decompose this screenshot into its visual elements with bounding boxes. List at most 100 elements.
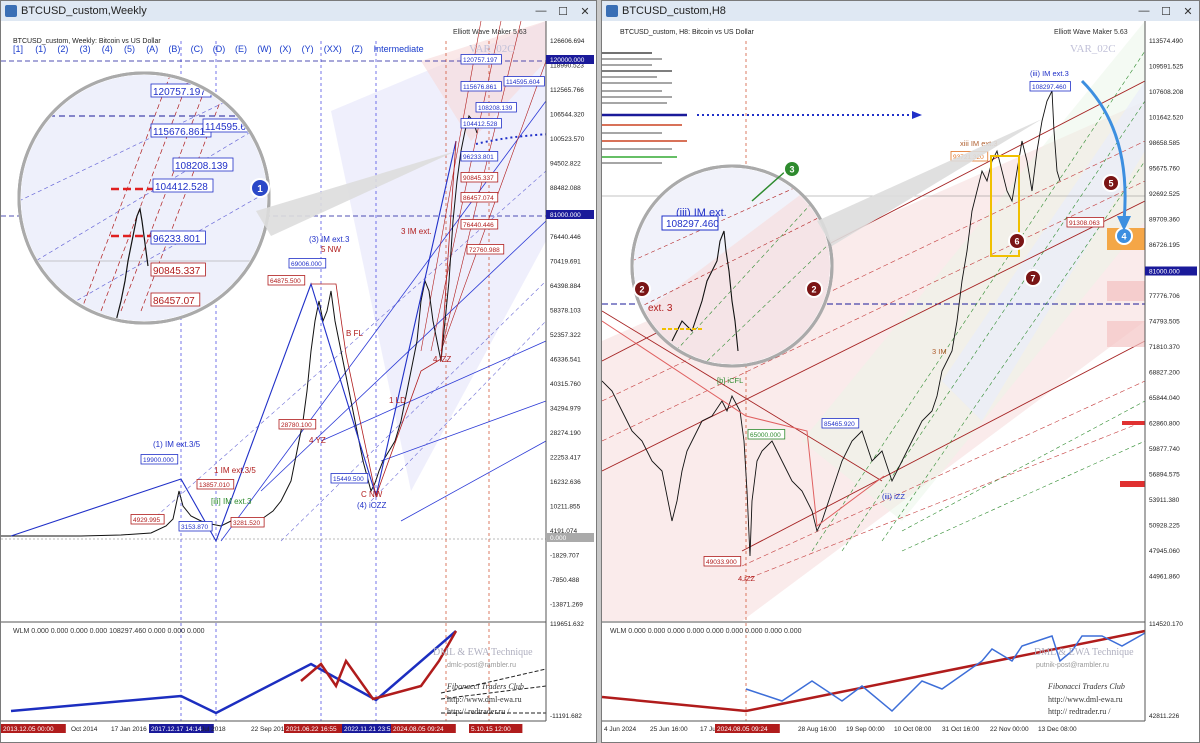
maximize-button[interactable]: ☐ (558, 5, 568, 18)
price-axis-label: 4191.074 (550, 528, 577, 535)
h8-chart-window[interactable]: BTCUSD_custom,H8 — ☐ ✕ (601, 0, 1200, 743)
wave-degree-button[interactable]: (A) (146, 44, 158, 54)
price-axis-label: 92692.525 (1149, 191, 1180, 198)
callout-marker (633, 280, 651, 298)
price-axis-label: 52357.322 (550, 332, 581, 339)
magnifier-price-box: 86457.07 (153, 296, 195, 307)
wave-degree-button[interactable]: (X) (279, 44, 291, 54)
price-axis-label: 88482.088 (550, 185, 581, 192)
h8-price-chart[interactable]: BTCUSD_custom, H8: Bitcoin vs US Dollar … (602, 21, 1199, 742)
indicator-title: WLM 0.000 0.000 0.000 0.000 108297.460 0… (13, 628, 205, 635)
time-axis-label: 5.10.15 12:00 (471, 726, 511, 733)
watermark: DML & EWA Technique (433, 647, 533, 658)
price-axis-label: 28274.190 (550, 430, 581, 437)
wave-label: (1) IM ext.3/5 (153, 440, 201, 449)
price-axis-label: 118990.523 (550, 63, 584, 70)
wave-degree-button[interactable]: (W) (257, 44, 272, 54)
wave-degree-button[interactable]: (3) (80, 44, 91, 54)
wave-degree-button[interactable]: (XX) (324, 44, 342, 54)
price-axis-label: 113574.490 (1149, 38, 1183, 45)
chart-window-icon (5, 5, 17, 17)
site-link[interactable]: http:// redtrader.ru / (447, 707, 510, 716)
price-axis-label: 53911.380 (1149, 497, 1180, 504)
weekly-window-titlebar[interactable]: BTCUSD_custom,Weekly — ☐ ✕ (1, 1, 596, 22)
price-axis-label: 10211.855 (550, 504, 581, 511)
price-axis-label: -7850.488 (550, 577, 580, 584)
club-label: Fibonacci Traders Club (1047, 682, 1125, 691)
email-label: dmlc-post@rambler.ru (447, 662, 516, 669)
site-link[interactable]: http://www.dml-ewa.ru (447, 695, 522, 704)
variant-watermark: VAR_02C (469, 43, 515, 55)
time-axis-label: 2017.12.17 14:14 (151, 726, 202, 733)
wave-degree-button[interactable]: Intermediate (374, 44, 424, 54)
callout-number: 3 (789, 165, 794, 175)
price-axis-label: 47945.060 (1149, 548, 1180, 555)
site-link[interactable]: http://www.dml-ewa.ru (1048, 695, 1123, 704)
price-axis-label: 74793.505 (1149, 319, 1180, 326)
price-axis-highlight: 120000.000 (550, 57, 585, 64)
price-box: 115676.861 (463, 84, 497, 91)
price-box: 3153.870 (181, 524, 208, 531)
magnifier-price-box: 104412.528 (155, 182, 208, 193)
price-axis-label: 77776.706 (1149, 293, 1180, 300)
close-button[interactable]: ✕ (580, 5, 590, 18)
wave-degree-button[interactable]: (5) (124, 44, 135, 54)
weekly-chart-window[interactable]: BTCUSD_custom,Weekly — ☐ ✕ (0, 0, 597, 743)
wave-label: [b] iCFL (717, 376, 743, 385)
indicator-title: WLM 0.000 0.000 0.000 0.000 0.000 0.000 … (610, 628, 802, 635)
price-axis-label: 112565.766 (550, 87, 584, 94)
price-axis-label: 68827.200 (1149, 370, 1180, 377)
weekly-window-title: BTCUSD_custom,Weekly (21, 5, 147, 17)
wave-degree-button[interactable]: (Z) (351, 44, 363, 54)
price-axis-label: 62860.800 (1149, 421, 1180, 428)
wave-degree-button[interactable]: (C) (191, 44, 204, 54)
close-button[interactable]: ✕ (1183, 5, 1193, 18)
callout-number: 2 (639, 285, 644, 295)
callout-number: 5 (1108, 179, 1113, 189)
wave-degree-button[interactable]: (D) (213, 44, 226, 54)
wave-degree-button[interactable]: (Y) (302, 44, 314, 54)
price-box: 28780.100 (281, 422, 312, 429)
wave-degree-button[interactable]: (4) (102, 44, 113, 54)
callout-number: 1 (257, 184, 263, 195)
callout-marker (250, 178, 270, 198)
time-axis-label: 10 Oct 08:00 (894, 726, 932, 733)
weekly-price-chart[interactable]: [1] (1) (2) (3) (4) (5) (A) (B) (C) (D) (E) (W) (X) (… (1, 21, 596, 742)
wave-label: 5 NW (321, 245, 341, 254)
site-link[interactable]: http:// redtrader.ru / (1048, 707, 1111, 716)
time-axis-label: 22 Nov 00:00 (990, 726, 1029, 733)
wave-degree-button[interactable]: (B) (168, 44, 180, 54)
price-box: 114595.604 (506, 79, 540, 86)
price-box: 108297.460 (1032, 84, 1067, 91)
maximize-button[interactable]: ☐ (1161, 5, 1171, 18)
price-box: 69006.000 (291, 261, 322, 268)
h8-window-titlebar[interactable]: BTCUSD_custom,H8 — ☐ ✕ (602, 1, 1199, 22)
price-axis-label: 107608.208 (1149, 89, 1184, 96)
price-axis-label: 106544.320 (550, 112, 585, 119)
wave-degree-button[interactable]: (1) (35, 44, 46, 54)
minimize-button[interactable]: — (1138, 5, 1150, 17)
magnifier-price-box: 115676.861 (153, 127, 206, 138)
price-box: 76440.446 (463, 222, 494, 229)
price-axis-label: 44961.860 (1149, 574, 1180, 581)
wave-label: xiii IM ext.3 (960, 139, 998, 148)
wave-label: C NW (361, 490, 383, 499)
callout-number: 2 (811, 285, 816, 295)
minimize-button[interactable]: — (535, 5, 547, 17)
price-box: 49033.900 (706, 559, 737, 566)
wave-degree-button[interactable]: [1] (13, 44, 23, 54)
price-axis-label: 70419.691 (550, 259, 581, 266)
weekly-subtitle: BTCUSD_custom, Weekly: Bitcoin vs US Dol… (13, 38, 161, 45)
price-box: 91308.063 (1069, 220, 1100, 227)
wave-degree-button[interactable]: (2) (57, 44, 68, 54)
price-box: 108208.139 (478, 105, 513, 112)
price-box: 90845.337 (463, 175, 494, 182)
price-axis-label: -13871.269 (550, 602, 583, 609)
indicator-axis-label: 114520.170 (1149, 621, 1183, 628)
watermark: DML & EWA Technique (1034, 647, 1134, 658)
wave-label: (4) iCZZ (357, 501, 386, 510)
h8-window-title: BTCUSD_custom,H8 (622, 5, 726, 17)
wave-degree-button[interactable]: (E) (235, 44, 247, 54)
price-axis-highlight: 81000.000 (550, 212, 581, 219)
magnifier-price-box: 96233.801 (153, 234, 201, 245)
